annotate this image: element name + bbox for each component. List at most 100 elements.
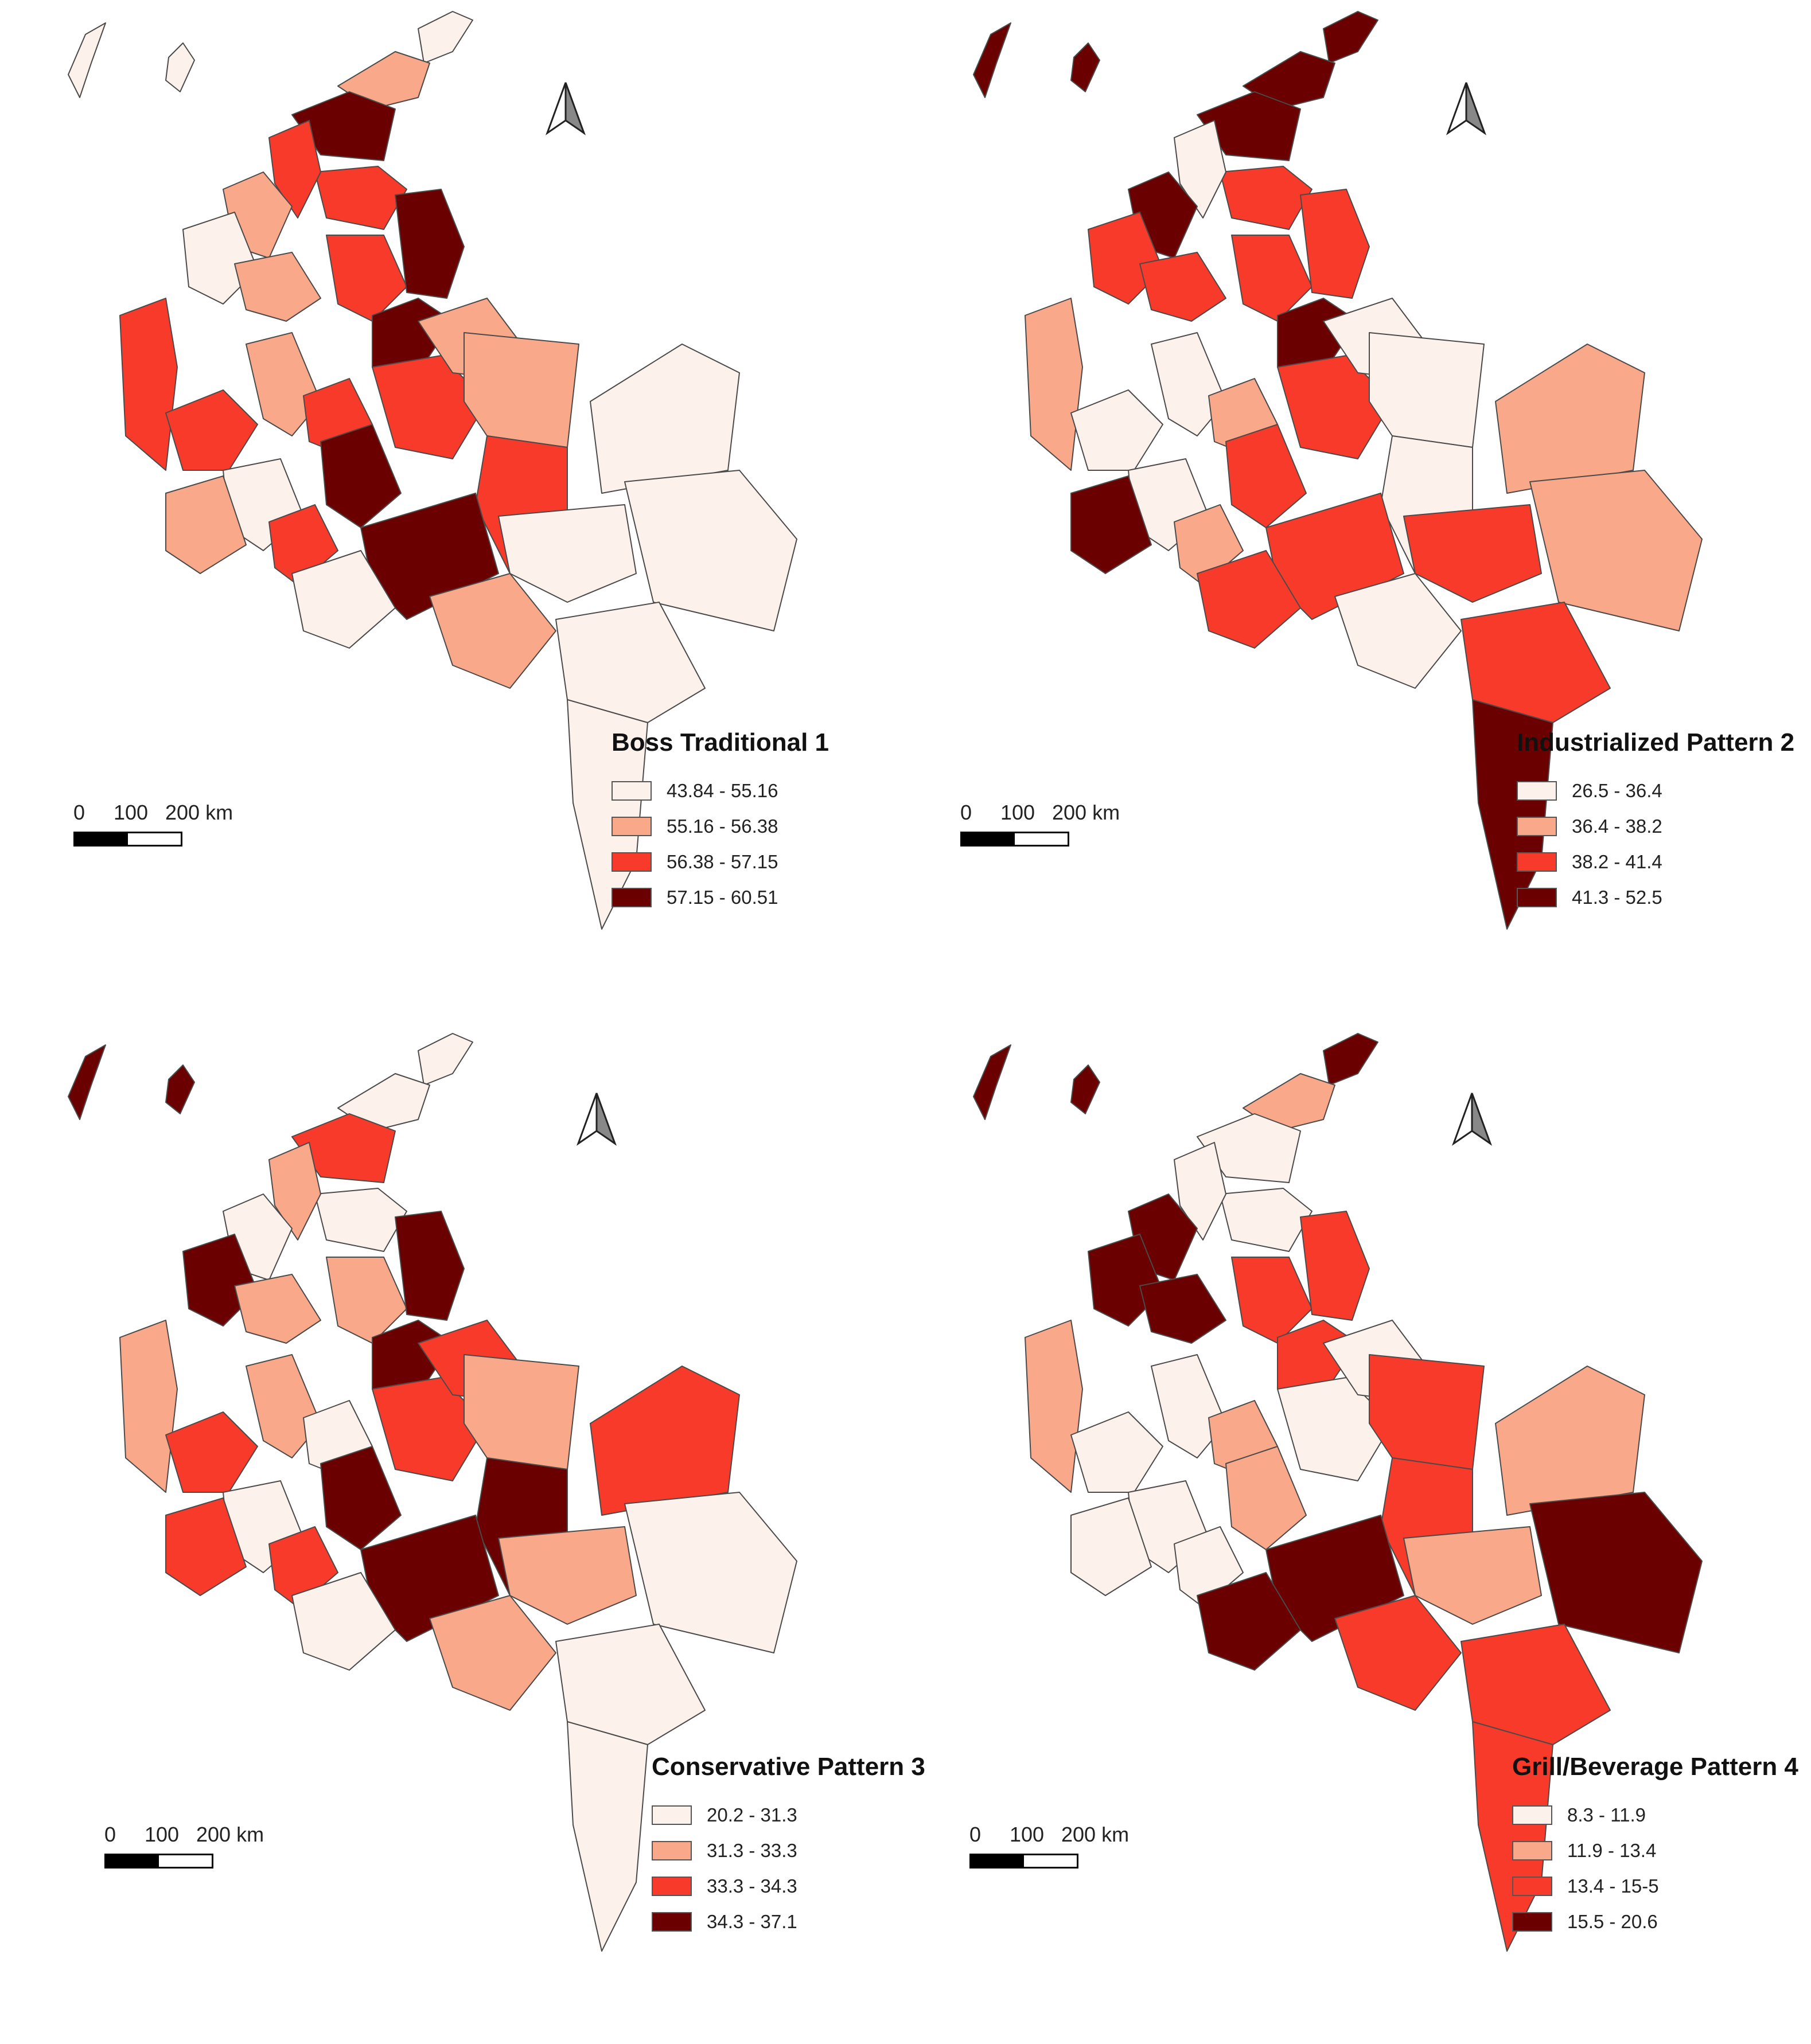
department-region xyxy=(68,22,106,98)
department-region xyxy=(1461,1624,1611,1745)
department-region xyxy=(555,602,706,723)
department-region xyxy=(1323,11,1378,64)
legend-swatch xyxy=(1517,852,1557,872)
legend-item: 26.5 - 36.4 xyxy=(1517,773,1794,809)
department-region xyxy=(418,1033,473,1086)
department-region xyxy=(1197,1572,1301,1671)
legend-swatch xyxy=(652,1877,692,1896)
legend-title: Conservative Pattern 3 xyxy=(652,1753,925,1781)
department-region xyxy=(119,1320,178,1493)
legend-item: 34.3 - 37.1 xyxy=(652,1904,925,1940)
legend-label: 8.3 - 11.9 xyxy=(1567,1804,1646,1825)
department-region xyxy=(314,166,407,230)
scale-label-200: 200 km xyxy=(196,1823,264,1846)
department-region xyxy=(372,1377,488,1481)
legend-item: 57.15 - 60.51 xyxy=(612,880,829,915)
department-region xyxy=(1070,42,1100,92)
legend-swatch xyxy=(652,1912,692,1932)
department-region xyxy=(1323,1033,1378,1086)
department-region xyxy=(1139,252,1226,322)
scale-label-200: 200 km xyxy=(165,801,233,824)
department-region xyxy=(1495,344,1645,494)
legend-label: 57.15 - 60.51 xyxy=(667,887,778,908)
north-arrow-icon xyxy=(1446,82,1487,135)
department-region xyxy=(1369,1354,1485,1470)
department-region xyxy=(498,504,637,603)
department-region xyxy=(1197,550,1301,649)
department-region xyxy=(1070,1497,1152,1596)
legend-item: 11.9 - 13.4 xyxy=(1512,1833,1798,1869)
department-region xyxy=(1277,1377,1393,1481)
department-region xyxy=(1529,1492,1703,1653)
north-arrow-icon xyxy=(1451,1093,1493,1146)
department-region xyxy=(1231,235,1313,322)
legend-item: 43.84 - 55.16 xyxy=(612,773,829,809)
map-panel-2: Industrialized Pattern 2 26.5 - 36.4 36.… xyxy=(905,0,1810,1022)
legend-label: 33.3 - 34.3 xyxy=(707,1875,797,1897)
department-region xyxy=(1334,1595,1462,1711)
department-region xyxy=(68,1044,106,1120)
department-region xyxy=(165,475,247,574)
legend-label: 38.2 - 41.4 xyxy=(1572,851,1662,872)
map-panel-3: Conservative Pattern 3 20.2 - 31.3 31.3 … xyxy=(0,1022,925,2044)
department-region xyxy=(498,1526,637,1625)
department-region xyxy=(624,1492,797,1653)
map-legend: Grill/Beverage Pattern 4 8.3 - 11.9 11.9… xyxy=(1512,1753,1798,1940)
map-panel-1: Boss Traditional 1 43.84 - 55.16 55.16 -… xyxy=(0,0,905,1022)
department-region xyxy=(234,252,321,322)
department-region xyxy=(326,235,407,322)
choropleth-map xyxy=(973,11,1703,930)
department-region xyxy=(234,1274,321,1344)
department-region xyxy=(1070,389,1163,471)
scale-bar: 0 100 200 km xyxy=(969,1823,1129,1869)
department-region xyxy=(555,1624,706,1745)
legend-label: 41.3 - 52.5 xyxy=(1572,887,1662,908)
department-region xyxy=(320,424,402,528)
department-region xyxy=(314,1188,407,1252)
legend-label: 20.2 - 31.3 xyxy=(707,1804,797,1825)
legend-swatch xyxy=(612,852,652,872)
choropleth-map xyxy=(68,1033,797,1952)
legend-item: 8.3 - 11.9 xyxy=(1512,1797,1798,1833)
department-region xyxy=(567,1721,648,1952)
department-region xyxy=(1025,1320,1083,1493)
legend-swatch xyxy=(1512,1841,1552,1860)
legend-swatch xyxy=(652,1841,692,1860)
legend-label: 31.3 - 33.3 xyxy=(707,1840,797,1861)
department-region xyxy=(1070,1411,1163,1493)
map-panel-4: Grill/Beverage Pattern 4 8.3 - 11.9 11.9… xyxy=(905,1022,1810,2044)
department-region xyxy=(395,1211,465,1321)
legend-title: Boss Traditional 1 xyxy=(612,728,829,756)
department-region xyxy=(1070,1064,1100,1114)
scale-label-200: 200 km xyxy=(1052,801,1120,824)
legend-item: 38.2 - 41.4 xyxy=(1517,844,1794,880)
department-region xyxy=(291,550,396,649)
map-legend: Industrialized Pattern 2 26.5 - 36.4 36.… xyxy=(1517,728,1794,915)
legend-swatch xyxy=(652,1805,692,1825)
legend-title: Industrialized Pattern 2 xyxy=(1517,728,1795,756)
department-region xyxy=(1495,1366,1645,1516)
department-region xyxy=(291,1572,396,1671)
legend-title: Grill/Beverage Pattern 4 xyxy=(1512,1753,1798,1781)
scale-label-0: 0 xyxy=(969,1823,982,1846)
legend-item: 55.16 - 56.38 xyxy=(612,809,829,844)
legend-label: 26.5 - 36.4 xyxy=(1572,780,1662,801)
department-region xyxy=(395,189,465,299)
choropleth-map xyxy=(68,11,797,930)
department-region xyxy=(464,1354,579,1470)
department-region xyxy=(165,42,195,92)
department-region xyxy=(1139,1274,1226,1344)
department-region xyxy=(326,1257,407,1344)
department-region xyxy=(1220,1188,1313,1252)
department-region xyxy=(1225,424,1307,528)
legend-item: 13.4 - 15-5 xyxy=(1512,1869,1798,1904)
department-region xyxy=(1231,1257,1313,1344)
scale-label-100: 100 xyxy=(145,1823,180,1846)
department-region xyxy=(165,1064,195,1114)
north-arrow-icon xyxy=(576,1093,617,1146)
department-region xyxy=(119,298,178,471)
department-region xyxy=(1225,1446,1307,1550)
scale-label-0: 0 xyxy=(104,1823,116,1846)
department-region xyxy=(590,344,740,494)
department-region xyxy=(429,573,556,689)
